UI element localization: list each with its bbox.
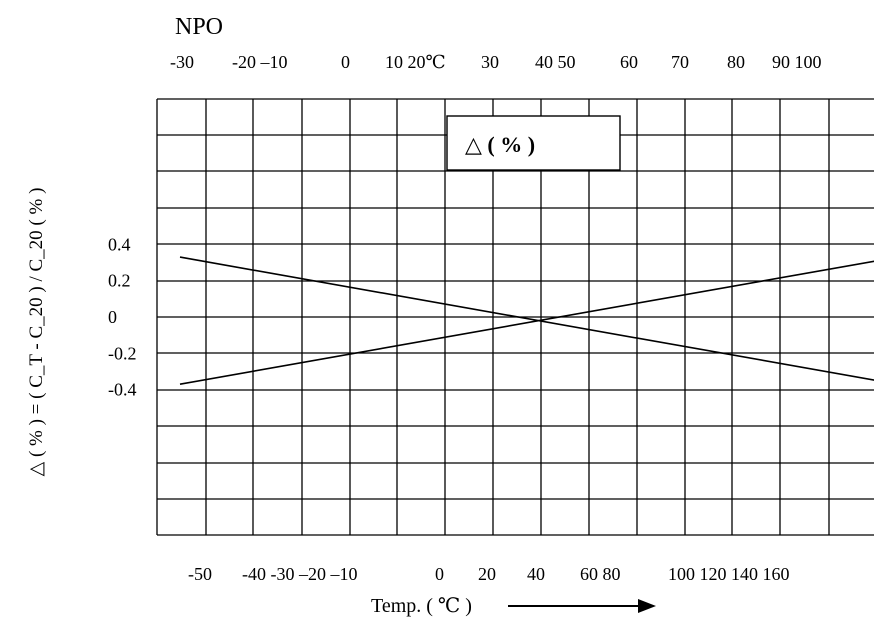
bottom-tick-label: 20 <box>478 564 496 584</box>
y-tick-label: 0 <box>108 307 117 327</box>
top-tick-label: 60 <box>620 52 638 72</box>
top-tick-label: -30 <box>170 52 194 72</box>
top-tick-label: 0 <box>341 52 350 72</box>
x-axis-label: Temp. ( ℃ ) <box>371 595 472 617</box>
legend-label: △ ( % ) <box>465 132 535 157</box>
grid <box>156 98 874 536</box>
x-axis-title: Temp. ( ℃ ) <box>371 595 656 617</box>
y-tick-label: 0.2 <box>108 271 131 291</box>
bottom-tick-label: 100 120 140 160 <box>668 564 790 584</box>
y-axis-label: △ ( % ) = ( C_T - C_20 ) / C_20 ( % ) <box>26 188 47 477</box>
top-tick-label: -20 –10 <box>232 52 288 72</box>
bottom-tick-label: 0 <box>435 564 444 584</box>
legend: △ ( % ) <box>446 115 621 171</box>
bottom-tick-label: 60 80 <box>580 564 621 584</box>
top-tick-label: 30 <box>481 52 499 72</box>
bottom-axis: -50 -40 -30 –20 –10 0 20 40 60 80 100 12… <box>188 564 790 584</box>
bottom-tick-label: 40 <box>527 564 545 584</box>
y-tick-label: -0.2 <box>108 343 137 363</box>
bottom-tick-label: -40 -30 –20 –10 <box>242 564 358 584</box>
chart-title: NPO <box>175 14 223 40</box>
series-group <box>179 256 874 385</box>
top-tick-label: 70 <box>671 52 689 72</box>
arrow-head-icon <box>638 599 656 613</box>
top-tick-label: 40 50 <box>535 52 576 72</box>
top-tick-label: 10 20℃ <box>385 52 446 72</box>
y-axis: 0.4 0.2 0 -0.2 -0.4 <box>108 234 137 399</box>
y-tick-label: -0.4 <box>108 380 137 400</box>
top-tick-label: 80 <box>727 52 745 72</box>
legend-box <box>446 115 621 171</box>
series-line-2 <box>179 260 874 385</box>
top-axis: -30 -20 –10 0 10 20℃ 30 40 50 60 70 80 9… <box>170 52 822 72</box>
bottom-tick-label: -50 <box>188 564 212 584</box>
top-tick-label: 90 100 <box>772 52 822 72</box>
y-tick-label: 0.4 <box>108 234 131 254</box>
